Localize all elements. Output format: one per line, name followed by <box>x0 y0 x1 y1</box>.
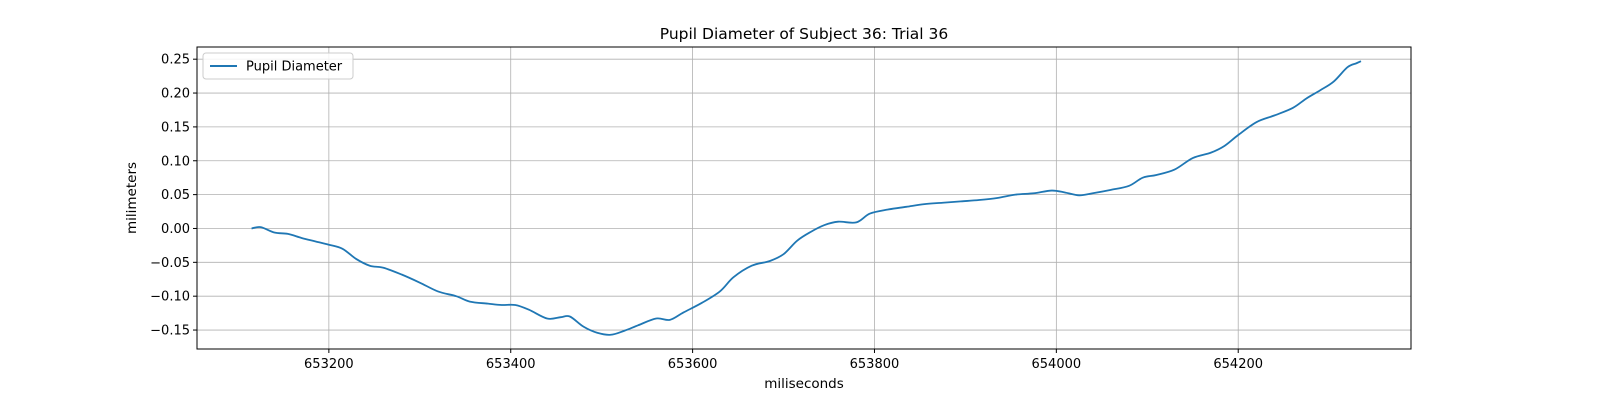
ticks: 653200 653400 653600 653800 654000 654200 −0.1… <box>150 53 1263 372</box>
grid <box>197 47 1411 349</box>
y-tick-label: 0.15 <box>161 120 190 135</box>
x-tick-label: 653600 <box>668 357 718 372</box>
x-tick-label: 654200 <box>1213 357 1263 372</box>
x-tick-label: 653200 <box>304 357 354 372</box>
y-tick-label: 0.05 <box>161 188 190 203</box>
x-axis-label: miliseconds <box>764 376 844 392</box>
legend-label: Pupil Diameter <box>246 60 343 75</box>
y-tick-label: 0.20 <box>161 87 190 102</box>
legend-box <box>202 52 354 80</box>
y-tick-label: −0.05 <box>150 256 190 271</box>
y-tick-label: −0.15 <box>150 324 190 339</box>
chart-title: Pupil Diameter of Subject 36: Trial 36 <box>660 25 949 43</box>
y-tick-label: 0.10 <box>161 154 190 169</box>
y-tick-label: 0.00 <box>161 222 190 237</box>
series-line-pupil-diameter <box>251 60 1362 336</box>
y-tick-label: 0.25 <box>161 53 190 68</box>
y-tick-label: −0.10 <box>150 290 190 305</box>
plot-frame <box>196 46 1412 350</box>
x-tick-label: 653800 <box>850 357 900 372</box>
x-tick-label: 654000 <box>1032 357 1082 372</box>
x-tick-label: 653400 <box>486 357 536 372</box>
series-layer <box>251 60 1362 336</box>
y-axis-label: milimeters <box>124 162 140 234</box>
legend: Pupil Diameter <box>202 52 354 80</box>
